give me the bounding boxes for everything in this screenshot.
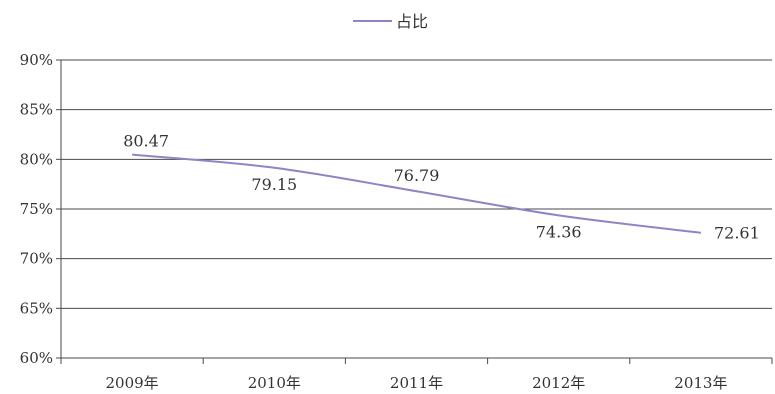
series-lines: [132, 153, 702, 234]
x-tick-label: 2013年: [674, 374, 727, 392]
legend-label: 占比: [396, 12, 428, 31]
y-tick-label: 90%: [20, 51, 53, 69]
x-tick-label: 2010年: [248, 374, 301, 392]
y-tick-label: 65%: [20, 299, 53, 317]
data-label: 80.47: [123, 132, 169, 151]
data-label: 74.36: [536, 222, 582, 241]
y-tick-label: 70%: [20, 250, 53, 268]
axes: [56, 59, 773, 364]
data-label: 76.79: [394, 166, 440, 185]
data-labels: 80.47 79.15 76.79 74.36 72.61: [123, 132, 760, 243]
y-tick-label: 75%: [20, 200, 53, 218]
x-tick-label: 2012年: [532, 374, 585, 392]
y-tick-labels: 60% 65% 70% 75% 80% 85% 90%: [20, 51, 53, 367]
x-tick-label: 2009年: [106, 374, 159, 392]
y-tick-label: 80%: [20, 150, 53, 168]
series-line: [132, 153, 702, 234]
y-tick-label: 60%: [20, 349, 53, 367]
data-label: 79.15: [251, 175, 297, 194]
legend: 占比: [353, 12, 428, 31]
y-tick-label: 85%: [20, 101, 53, 119]
x-tick-label: 2011年: [390, 374, 443, 392]
x-tick-labels: 2009年 2010年 2011年 2012年 2013年: [106, 374, 728, 392]
data-label: 72.61: [714, 224, 760, 243]
